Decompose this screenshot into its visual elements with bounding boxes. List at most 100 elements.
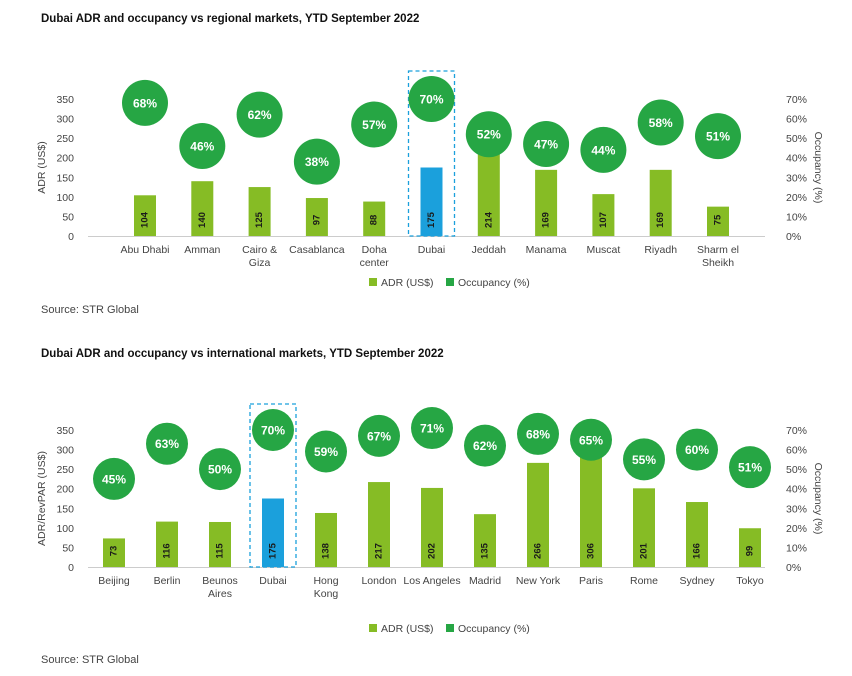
- y-tick-label: 100: [56, 523, 74, 535]
- y-tick-label: 100: [56, 192, 74, 204]
- occupancy-marker: [351, 101, 398, 148]
- occupancy-value-label: 59%: [314, 445, 338, 459]
- y2-tick-label: 70%: [786, 94, 807, 106]
- y2-tick-label: 40%: [786, 484, 807, 496]
- occupancy-marker: [252, 409, 294, 451]
- legend-occupancy-label: Occupancy (%): [458, 623, 530, 635]
- legend-adr-swatch: [369, 278, 377, 286]
- occupancy-value-label: 62%: [248, 108, 272, 122]
- adr-bar: [305, 198, 328, 236]
- occupancy-value-label: 51%: [706, 130, 730, 144]
- adr-value-label: 140: [197, 212, 208, 228]
- occupancy-value-label: 44%: [591, 143, 615, 157]
- adr-value-label: 138: [321, 543, 332, 559]
- y-axis-label: ADR/RevPAR (US$): [36, 451, 48, 546]
- occupancy-marker: [293, 138, 340, 185]
- category-label: Dubai: [418, 244, 445, 256]
- category-label: New York: [516, 575, 561, 587]
- source-regional: Source: STR Global: [41, 304, 139, 316]
- y2-tick-label: 40%: [786, 153, 807, 165]
- occupancy-value-label: 55%: [632, 453, 656, 467]
- category-label: Amman: [184, 244, 220, 256]
- category-label: Los Angeles: [403, 575, 460, 587]
- category-label: center: [360, 257, 390, 269]
- legend-adr-swatch: [369, 624, 377, 632]
- adr-value-label: 175: [426, 211, 437, 228]
- occupancy-marker: [93, 457, 135, 500]
- adr-bar: [580, 447, 602, 567]
- adr-value-label: 169: [655, 212, 666, 228]
- adr-value-label: 214: [483, 211, 494, 228]
- adr-value-label: 175: [268, 542, 279, 559]
- category-label: Riyadh: [644, 244, 677, 256]
- category-label: Madrid: [469, 575, 501, 587]
- occupancy-value-label: 67%: [367, 429, 391, 443]
- occupancy-value-label: 57%: [362, 118, 386, 132]
- adr-bar: [686, 502, 708, 567]
- occupancy-value-label: 71%: [420, 422, 444, 436]
- category-label: Kong: [314, 588, 339, 600]
- y2-tick-label: 30%: [786, 172, 807, 184]
- chart-regional: 0 50 100 150 200 250 300 350 0% 10% 20% 30% 40% 50% 60…: [36, 70, 824, 289]
- category-label: Doha: [362, 244, 387, 256]
- occupancy-value-label: 68%: [133, 96, 157, 110]
- legend-occupancy-swatch: [446, 278, 454, 286]
- adr-bar: [156, 521, 178, 567]
- occupancy-value-label: 45%: [102, 472, 126, 486]
- y-tick-label: 250: [56, 464, 74, 476]
- y-tick-label: 300: [56, 445, 74, 457]
- occupancy-marker: [146, 422, 188, 465]
- occupancy-marker: [676, 428, 718, 471]
- y2-axis-label: Occupancy (%): [812, 132, 824, 204]
- occupancy-marker: [305, 430, 347, 473]
- y2-tick-label: 30%: [786, 503, 807, 515]
- adr-value-label: 99: [745, 546, 756, 557]
- y2-tick-label: 70%: [786, 425, 807, 437]
- occupancy-value-label: 60%: [685, 443, 709, 457]
- y2-axis-label: Occupancy (%): [812, 463, 824, 535]
- occupancy-marker: [637, 99, 684, 146]
- adr-value-label: 266: [533, 543, 544, 559]
- y2-tick-label: 10%: [786, 211, 807, 223]
- legend-occupancy-swatch: [446, 624, 454, 632]
- occupancy-marker: [465, 111, 512, 158]
- adr-bar: [535, 169, 558, 236]
- y2-tick-label: 50%: [786, 133, 807, 145]
- chart-international: 0 50 100 150 200 250 300 350 0% 10% 20% 30% 40% 50% 60…: [36, 403, 824, 635]
- y-tick-label: 150: [56, 172, 74, 184]
- occupancy-marker: [695, 113, 741, 160]
- occupancy-marker: [199, 448, 241, 491]
- adr-bar: [191, 181, 214, 236]
- category-label: Beunos: [202, 575, 238, 587]
- adr-bar: [592, 194, 615, 236]
- occupancy-value-label: 50%: [208, 463, 232, 477]
- adr-value-label: 73: [109, 546, 120, 557]
- y-tick-label: 250: [56, 133, 74, 145]
- occupancy-marker: [464, 424, 506, 467]
- occupancy-marker: [729, 446, 771, 489]
- occupancy-value-label: 62%: [473, 439, 497, 453]
- category-label: Giza: [249, 257, 271, 269]
- adr-bar: [315, 512, 337, 567]
- occupancy-value-label: 58%: [649, 116, 673, 130]
- adr-value-label: 104: [140, 211, 151, 228]
- legend-occupancy-label: Occupancy (%): [458, 277, 530, 289]
- occupancy-marker: [517, 412, 559, 455]
- occupancy-value-label: 70%: [419, 93, 443, 107]
- occupancy-marker: [358, 414, 400, 457]
- y-tick-label: 350: [56, 425, 74, 437]
- adr-value-label: 97: [311, 215, 322, 226]
- adr-value-label: 88: [369, 215, 380, 226]
- adr-value-label: 201: [639, 542, 650, 559]
- category-label: Hong: [313, 575, 338, 587]
- y2-tick-label: 10%: [786, 542, 807, 554]
- adr-bar: [103, 538, 125, 567]
- occupancy-value-label: 70%: [261, 424, 285, 438]
- category-label: Muscat: [586, 244, 620, 256]
- y2-tick-label: 50%: [786, 464, 807, 476]
- y-tick-label: 350: [56, 94, 74, 106]
- chart-title-regional: Dubai ADR and occupancy vs regional mark…: [41, 13, 420, 25]
- adr-bar: [707, 206, 729, 236]
- occupancy-marker: [623, 438, 665, 481]
- y-tick-label: 0: [68, 231, 74, 243]
